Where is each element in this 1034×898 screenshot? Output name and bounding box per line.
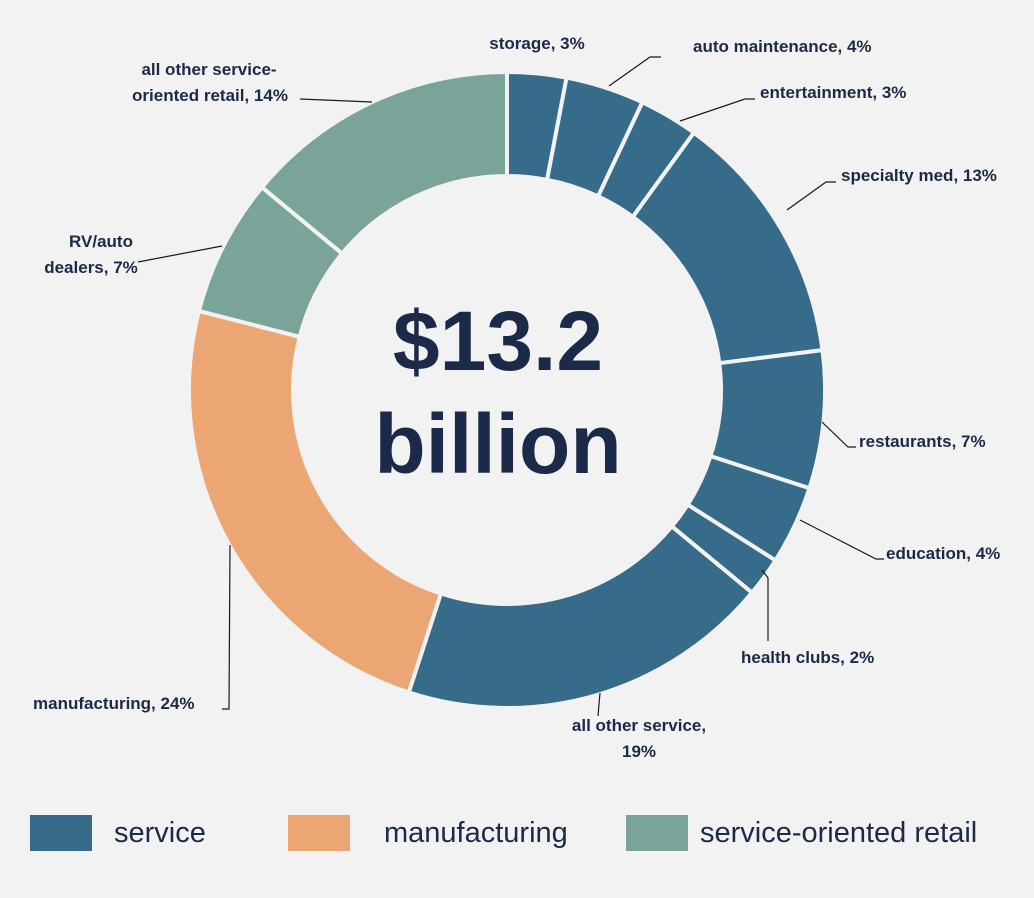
slice-label-storage: storage, 3% xyxy=(489,34,584,53)
leader-line-manufacturing xyxy=(222,544,231,710)
slice-label-all-other-service-line-1: all other service, xyxy=(572,716,706,735)
legend: service manufacturing service-oriented r… xyxy=(0,815,1034,865)
slice-label-specialty-med: specialty med, 13% xyxy=(841,166,997,185)
leader-line-health-clubs xyxy=(761,569,769,641)
slice-label-auto-maintenance: auto maintenance, 4% xyxy=(693,37,872,56)
leader-line-all-other-service xyxy=(597,692,601,717)
donut-slices xyxy=(187,70,827,710)
slice-manufacturing xyxy=(187,308,443,695)
slice-label-entertainment: entertainment, 3% xyxy=(760,83,906,102)
slice-label-manufacturing: manufacturing, 24% xyxy=(33,694,195,713)
slice-label-rv-auto-dealers-line-2: dealers, 7% xyxy=(44,258,138,277)
slice-label-education: education, 4% xyxy=(886,544,1000,563)
slice-label-restaurants: restaurants, 7% xyxy=(859,432,986,451)
donut-chart: storage, 3% auto maintenance, 4% entertain… xyxy=(33,34,1000,761)
legend-label-service: service xyxy=(114,816,206,849)
center-unit: billion xyxy=(374,397,621,491)
leader-line-specialty-med xyxy=(786,181,836,211)
legend-item-service-oriented-retail: service-oriented retail xyxy=(626,815,977,851)
legend-label-manufacturing: manufacturing xyxy=(384,816,568,849)
legend-swatch-service-oriented-retail xyxy=(626,815,688,851)
legend-item-service: service xyxy=(30,815,206,851)
slice-all-other-service xyxy=(406,524,755,710)
slice-label-all-other-service-line-2: 19% xyxy=(622,742,656,761)
slice-labels: storage, 3% auto maintenance, 4% entertain… xyxy=(33,34,1000,761)
legend-swatch-manufacturing xyxy=(288,815,350,851)
slice-label-rv-auto-dealers-line-1: RV/auto xyxy=(69,232,133,251)
slice-all-other-service-oriented-retail xyxy=(259,70,509,256)
leader-line-entertainment xyxy=(679,98,755,122)
center-value: $13.2 xyxy=(393,294,603,388)
slice-label-all-other-service-oriented-retail-line-1: all other service- xyxy=(141,60,276,79)
leader-line-restaurants xyxy=(821,421,856,448)
slice-label-all-other-service-oriented-retail-line-2: oriented retail, 14% xyxy=(132,86,288,105)
leader-line-all-other-service-oriented-retail xyxy=(299,98,373,103)
leader-line-education xyxy=(799,519,884,560)
legend-swatch-service xyxy=(30,815,92,851)
slice-label-health-clubs: health clubs, 2% xyxy=(741,648,874,667)
leader-lines xyxy=(137,56,884,717)
legend-label-service-oriented-retail: service-oriented retail xyxy=(700,816,978,849)
leader-line-auto-maintenance xyxy=(608,56,661,87)
legend-item-manufacturing: manufacturing xyxy=(288,815,568,851)
leader-line-rv-auto-dealers xyxy=(137,245,223,263)
